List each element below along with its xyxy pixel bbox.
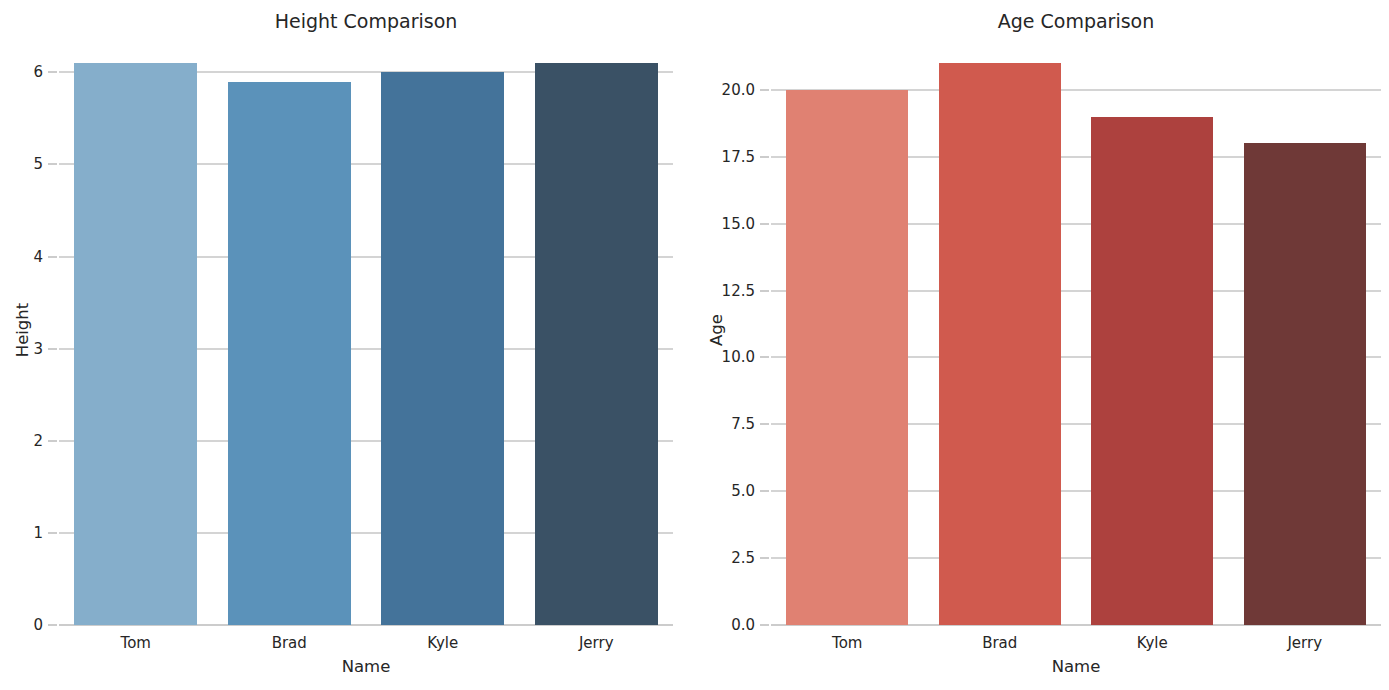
x-tick-label-tom: Tom: [832, 634, 862, 652]
chart-title-height: Height Comparison: [59, 8, 673, 34]
y-axis-label-height: Height: [13, 303, 32, 358]
y-tick-label: 0: [0, 618, 43, 633]
y-tick-mark: [48, 256, 57, 258]
x-tick-label-jerry: Jerry: [579, 634, 614, 652]
chart-title-age: Age Comparison: [771, 8, 1381, 34]
y-tick-mark: [760, 156, 769, 158]
y-tick-mark: [48, 163, 57, 165]
y-tick-mark: [760, 490, 769, 492]
y-tick-mark: [760, 89, 769, 91]
x-axis-label-name-left: Name: [59, 657, 673, 679]
y-axis-label-age: Age: [707, 314, 726, 346]
y-tick-label: 20.0: [705, 82, 755, 97]
x-axis-label-name-right: Name: [771, 657, 1381, 679]
y-tick-label: 4: [0, 249, 43, 264]
plot-area-height: 0123456TomBradKyleJerry: [0, 0, 694, 690]
bar-brad: [228, 82, 351, 625]
y-tick-mark: [48, 532, 57, 534]
y-tick-label: 2: [0, 433, 43, 448]
x-tick-label-brad: Brad: [982, 634, 1017, 652]
bar-tom: [786, 90, 908, 625]
bar-kyle: [1091, 117, 1213, 625]
bar-tom: [74, 63, 197, 625]
y-tick-mark: [760, 557, 769, 559]
y-tick-label: 5.0: [705, 484, 755, 499]
y-tick-label: 6: [0, 65, 43, 80]
figure: 0123456TomBradKyleJerry Height Compariso…: [0, 0, 1389, 690]
y-tick-label: 2.5: [705, 551, 755, 566]
x-tick-label-brad: Brad: [272, 634, 307, 652]
y-tick-mark: [760, 223, 769, 225]
y-tick-label: 17.5: [705, 149, 755, 164]
y-tick-mark: [48, 348, 57, 350]
bar-kyle: [381, 72, 504, 625]
y-tick-label: 7.5: [705, 417, 755, 432]
bar-jerry: [1244, 143, 1366, 625]
x-tick-label-jerry: Jerry: [1287, 634, 1322, 652]
y-tick-mark: [48, 624, 57, 626]
y-tick-mark: [760, 624, 769, 626]
y-tick-mark: [760, 356, 769, 358]
y-tick-label: 12.5: [705, 283, 755, 298]
y-tick-label: 5: [0, 157, 43, 172]
plot-area-age: 0.0 2.5 5.0 7.5 10.0 12.5 15.0 17.5 20.0 Tom Brad K…: [694, 0, 1389, 690]
x-tick-label-kyle: Kyle: [427, 634, 458, 652]
x-tick-label-tom: Tom: [121, 634, 151, 652]
x-tick-label-kyle: Kyle: [1137, 634, 1168, 652]
y-tick-label: 1: [0, 525, 43, 540]
y-tick-label: 15.0: [705, 216, 755, 231]
y-tick-mark: [760, 290, 769, 292]
bar-jerry: [535, 63, 658, 625]
y-tick-mark: [48, 71, 57, 73]
y-tick-label: 10.0: [705, 350, 755, 365]
y-tick-mark: [760, 423, 769, 425]
y-tick-label: 0.0: [705, 618, 755, 633]
bar-brad: [939, 63, 1061, 625]
height-comparison-chart: 0123456TomBradKyleJerry Height Compariso…: [0, 0, 694, 690]
age-comparison-chart: 0.0 2.5 5.0 7.5 10.0 12.5 15.0 17.5 20.0 Tom Brad K…: [694, 0, 1389, 690]
y-tick-mark: [48, 440, 57, 442]
